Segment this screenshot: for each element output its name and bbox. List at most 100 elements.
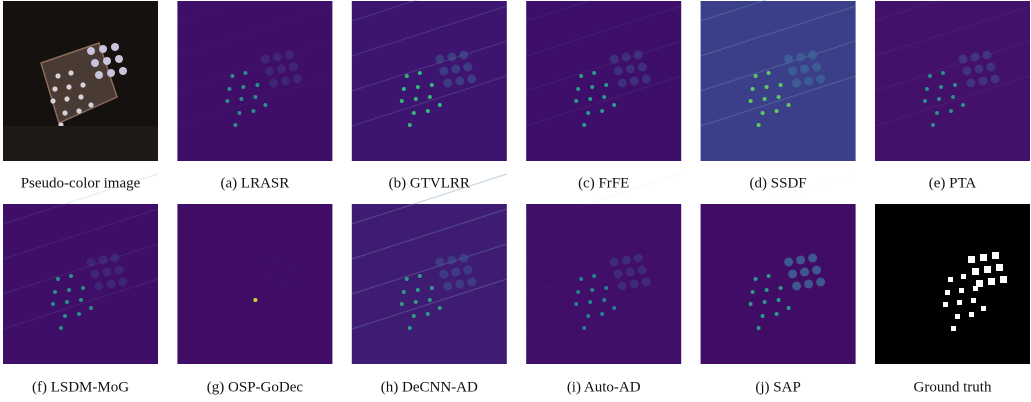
faint-target xyxy=(261,55,270,64)
faint-target xyxy=(293,278,302,287)
scene-dot xyxy=(99,45,107,53)
faint-target xyxy=(455,77,464,86)
faint-target xyxy=(435,55,444,64)
faint-target xyxy=(804,280,813,289)
scene-dot xyxy=(50,98,55,103)
image-panel xyxy=(701,174,856,364)
scene-dot xyxy=(95,71,103,79)
panel-caption: (d) SSDF xyxy=(750,175,807,191)
truth-blob xyxy=(945,290,950,295)
faint-target xyxy=(983,51,992,60)
target-dot xyxy=(405,74,409,78)
target-dot xyxy=(777,95,781,99)
faint-target xyxy=(967,79,976,88)
faint-target xyxy=(800,65,809,74)
faint-target xyxy=(265,270,274,279)
target-dot xyxy=(227,87,231,91)
faint-target xyxy=(812,266,821,275)
faint-target xyxy=(451,65,460,74)
scene-dot xyxy=(78,94,83,99)
faint-target xyxy=(463,63,472,72)
faint-target xyxy=(784,258,793,267)
faint-target xyxy=(618,79,627,88)
target-dot xyxy=(592,71,596,75)
target-dot xyxy=(69,274,73,278)
faint-target xyxy=(610,258,619,267)
target-dot xyxy=(579,74,583,78)
target-dot xyxy=(233,123,237,127)
scene-dot xyxy=(52,86,57,91)
faint-target xyxy=(99,256,108,265)
target-dot xyxy=(586,111,590,115)
faint-target xyxy=(467,75,476,84)
image-panel xyxy=(701,0,856,161)
truth-blob xyxy=(981,306,986,311)
faint-target xyxy=(285,254,294,263)
image-panel xyxy=(875,204,1030,364)
target-dot xyxy=(602,298,606,302)
faint-target xyxy=(119,278,128,287)
target-dot xyxy=(751,87,755,91)
panel-caption: (j) SAP xyxy=(755,379,800,395)
target-dot xyxy=(402,290,406,294)
target-dot xyxy=(775,109,779,113)
target-dot xyxy=(612,103,616,107)
faint-target xyxy=(816,75,825,84)
faint-target xyxy=(816,278,825,287)
faint-target xyxy=(91,270,100,279)
truth-blob xyxy=(988,278,995,285)
faint-target xyxy=(443,282,452,291)
target-dot xyxy=(775,312,779,316)
truth-blob xyxy=(943,302,948,307)
target-dot xyxy=(237,111,241,115)
target-dot xyxy=(574,302,578,306)
image-panel xyxy=(352,174,507,364)
target-dot xyxy=(405,277,409,281)
target-dot xyxy=(588,97,592,101)
target-dot xyxy=(749,99,753,103)
target-dot xyxy=(777,298,781,302)
panel-caption: (b) GTVLRR xyxy=(389,175,470,191)
panel-caption: (g) OSP-GoDec xyxy=(207,379,304,395)
faint-target xyxy=(269,282,278,291)
faint-target xyxy=(115,266,124,275)
target-dot xyxy=(77,312,81,316)
target-dot xyxy=(951,95,955,99)
faint-target xyxy=(808,51,817,60)
panel-caption: (h) DeCNN-AD xyxy=(381,379,478,395)
target-dot xyxy=(438,306,442,310)
target-dot xyxy=(56,277,60,281)
scene-dot xyxy=(88,102,93,107)
target-dot xyxy=(402,87,406,91)
faint-target xyxy=(642,278,651,287)
target-dot xyxy=(81,286,85,290)
faint-target xyxy=(979,77,988,86)
panel-caption: Pseudo-color image xyxy=(21,175,141,191)
target-dot xyxy=(787,103,791,107)
target-dot xyxy=(765,288,769,292)
target-dot xyxy=(418,71,422,75)
panel-caption: (f) LSDM-MoG xyxy=(32,379,129,395)
faint-target xyxy=(630,77,639,86)
target-dot xyxy=(428,298,432,302)
target-dot xyxy=(418,274,422,278)
truth-blob xyxy=(992,252,999,259)
figure: Pseudo-color image(a) LRASR(b) GTVLRR(c)… xyxy=(0,0,1031,402)
faint-target xyxy=(987,63,996,72)
target-dot xyxy=(582,123,586,127)
truth-blob xyxy=(976,280,983,287)
target-dot xyxy=(430,83,434,87)
target-dot xyxy=(426,312,430,316)
image-background xyxy=(352,204,507,364)
faint-target xyxy=(796,256,805,265)
faint-target xyxy=(103,268,112,277)
target-dot xyxy=(253,298,257,302)
faint-target xyxy=(812,63,821,72)
target-dot xyxy=(931,123,935,127)
target-dot xyxy=(953,83,957,87)
scene-dot xyxy=(107,69,115,77)
image-panel xyxy=(177,174,332,364)
image-panel xyxy=(3,1,158,161)
target-dot xyxy=(602,95,606,99)
faint-target xyxy=(788,67,797,76)
